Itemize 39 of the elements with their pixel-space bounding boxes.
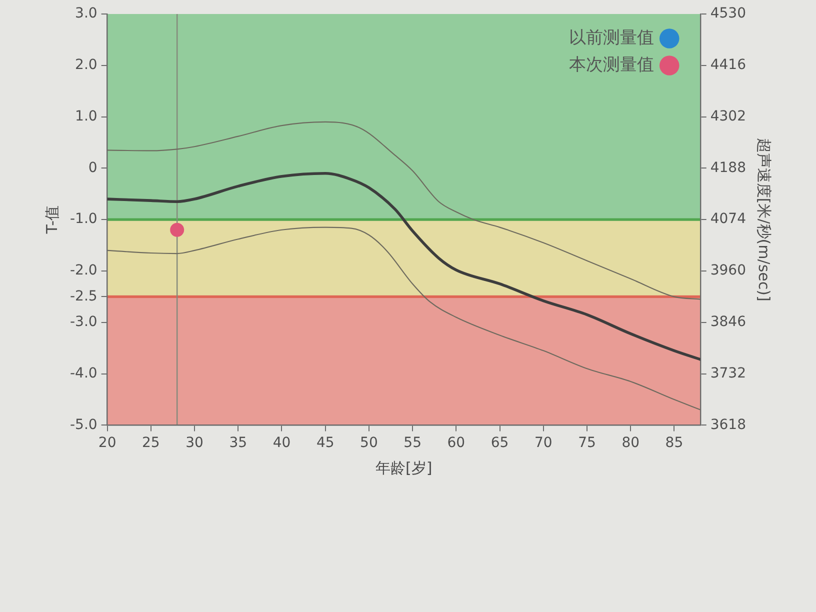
y2-axis-title: 超声速度[米/秒(m/sec)] — [755, 138, 774, 302]
y2-tick-label: 3618 — [710, 416, 746, 433]
y-tick-label: -1.0 — [70, 211, 98, 228]
x-tick-label: 50 — [360, 435, 378, 452]
x-tick-label: 85 — [665, 435, 684, 452]
y2-tick-label: 4302 — [710, 108, 746, 124]
y2-tick-label: 4188 — [710, 160, 746, 176]
y2-tick-label: 4530 — [710, 6, 746, 22]
x-axis-title: 年龄[岁] — [375, 458, 432, 477]
line-series — [107, 172, 700, 361]
y2-tick-label: 3846 — [710, 314, 746, 330]
x-tick-label: 80 — [622, 435, 640, 452]
y-tick-label: 1.0 — [75, 108, 98, 124]
y-tick-label: 2.0 — [75, 57, 98, 74]
y2-tick-label: 3960 — [710, 262, 746, 279]
x-tick-label: 55 — [404, 435, 422, 452]
x-tick-label: 20 — [98, 435, 116, 452]
y-tick-label: -2.0 — [70, 262, 98, 279]
y-tick-label: -4.0 — [70, 365, 98, 382]
y-axis-title: T-值 — [42, 206, 61, 235]
legend-label: 本次测量值 — [568, 54, 654, 75]
y2-tick-label: 4416 — [710, 57, 746, 74]
y2-tick-label: 3732 — [710, 365, 746, 382]
x-tick-label: 35 — [229, 435, 248, 452]
x-tick-label: 25 — [142, 435, 160, 452]
x-tick-label: 60 — [447, 435, 466, 452]
x-tick-label: 70 — [534, 435, 552, 452]
y2-tick-label: 4074 — [710, 211, 746, 228]
x-tick-label: 75 — [578, 435, 596, 452]
y-tick-label: -2.5 — [70, 288, 98, 304]
x-tick-label: 30 — [186, 435, 204, 452]
y-tick-label: 3.0 — [75, 6, 98, 22]
y-tick-label: -5.0 — [70, 416, 98, 433]
x-tick-label: 45 — [316, 435, 334, 452]
x-tick-label: 40 — [272, 435, 291, 452]
legend-label: 以前测量值 — [568, 28, 654, 48]
x-tick-label: 65 — [490, 435, 509, 452]
y-tick-label: 0 — [88, 160, 98, 176]
y-tick-label: -3.0 — [70, 314, 98, 330]
